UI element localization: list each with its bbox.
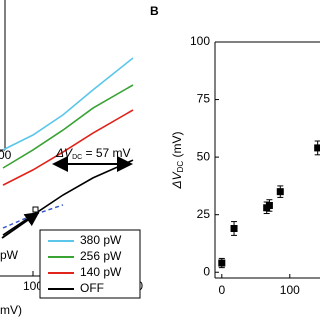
point: [218, 259, 226, 267]
annotation-part: DC: [72, 154, 82, 161]
plot-lines: [2, 57, 134, 236]
annotation-part: = 57 mV: [82, 146, 130, 160]
y-axis-label: ΔVDC (mV): [170, 132, 185, 190]
x-tick-label: 100: [280, 283, 300, 297]
panel-label: B: [150, 4, 159, 18]
arrow: [1, 211, 40, 239]
series-line: [2, 57, 134, 151]
y-tick-label: 25: [197, 207, 211, 221]
point: [265, 201, 273, 209]
x-tick-label: 0: [218, 283, 225, 297]
legend-label: 256 pW: [80, 249, 122, 263]
annotation-part: ΔV: [55, 146, 73, 160]
y-label-part: DC: [176, 161, 185, 173]
legend-label: OFF: [80, 281, 104, 295]
x-axis-label: mV): [0, 303, 22, 317]
point: [230, 224, 238, 232]
legend-label: 140 pW: [80, 265, 122, 279]
marker: [32, 206, 39, 213]
y-tick-label: 75: [197, 92, 211, 106]
series-line: [2, 109, 134, 186]
x-tick-label: 100: [23, 279, 43, 293]
y-label-part: (mV): [170, 132, 184, 161]
y-tick-label: 100: [190, 34, 210, 48]
cropped-label: 00: [0, 148, 12, 162]
y-label-part: ΔV: [170, 171, 184, 189]
series-line: [2, 84, 134, 169]
cropped-label: pW: [0, 248, 19, 262]
legend-label: 380 pW: [80, 233, 122, 247]
y-tick-label: 0: [203, 264, 210, 278]
dashed-line: [2, 204, 64, 229]
point: [314, 144, 320, 152]
series-line: [2, 159, 134, 236]
y-tick-label: 50: [197, 149, 211, 163]
point: [276, 188, 284, 196]
annotation: ΔVDC = 57 mV: [55, 146, 131, 161]
panel-b: B 0 25 50 75 100 0 100 ΔVDC (mV): [150, 4, 320, 297]
